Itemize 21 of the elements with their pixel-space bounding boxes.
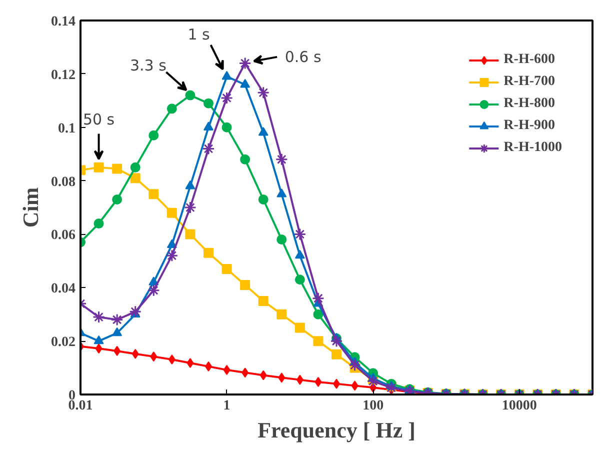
x-tick-label: 100 — [362, 398, 384, 414]
annotation: 0.6 s — [284, 48, 322, 66]
legend-label: R-H-800 — [504, 96, 555, 112]
legend-label: R-H-900 — [504, 118, 555, 134]
annotation: 1 s — [188, 26, 210, 44]
legend-label: R-H-1000 — [504, 140, 562, 156]
y-tick-label: 0.14 — [51, 14, 76, 30]
y-tick-label: 0.02 — [51, 335, 76, 350]
legend-label: R-H-700 — [504, 74, 555, 90]
y-tick-label: 0.12 — [51, 68, 76, 83]
legend-label: R-H-600 — [504, 52, 555, 68]
x-tick-label: 10000 — [502, 398, 537, 414]
x-axis-title: Frequency [ Hz ] — [258, 418, 416, 442]
annotation: 3.3 s — [130, 56, 167, 74]
y-axis-title: Cim — [18, 187, 43, 228]
y-tick-label: 0.06 — [51, 228, 76, 244]
y-tick-label: 0.1 — [58, 121, 76, 136]
y-tick-label: 0.08 — [51, 174, 76, 190]
x-tick-label: 1 — [223, 398, 230, 414]
y-tick-label: 0.04 — [51, 282, 76, 297]
annotation: 50 s — [82, 110, 115, 128]
